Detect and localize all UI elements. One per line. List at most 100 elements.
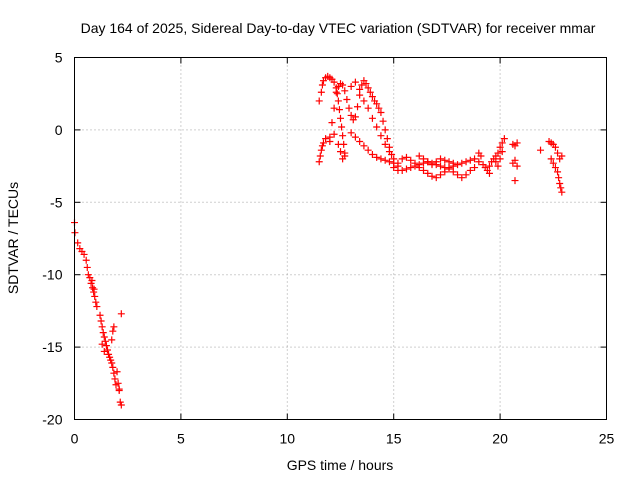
x-tick-label: 0 <box>71 431 79 447</box>
data-point <box>356 85 364 93</box>
data-point <box>337 114 344 122</box>
x-tick-label: 5 <box>177 431 185 447</box>
data-point <box>419 155 427 163</box>
data-point <box>471 164 479 172</box>
data-point <box>441 168 449 176</box>
data-point <box>360 97 368 105</box>
y-tick-labels: -20 -15 -10 -5 0 5 <box>42 50 62 428</box>
data-point <box>373 123 381 131</box>
data-point <box>345 104 353 112</box>
data-point <box>485 162 493 170</box>
data-point <box>373 100 381 108</box>
data-point <box>339 81 347 89</box>
data-point <box>114 379 122 387</box>
data-point <box>109 327 117 335</box>
data-point <box>318 81 326 89</box>
data-point <box>330 130 338 138</box>
data-point <box>390 164 398 172</box>
data-point <box>449 168 457 176</box>
y-tick-label: -15 <box>42 339 62 355</box>
data-point <box>74 239 82 247</box>
data-point <box>428 161 436 169</box>
data-point <box>411 159 419 167</box>
data-point <box>407 164 415 172</box>
data-point <box>500 135 508 143</box>
data-point <box>377 132 385 140</box>
data-point <box>511 156 519 164</box>
data-point <box>110 323 118 331</box>
data-point <box>334 140 342 148</box>
data-point <box>368 93 376 101</box>
data-point <box>111 375 119 383</box>
data-point <box>330 78 338 86</box>
data-point <box>402 153 410 161</box>
data-point <box>347 111 355 119</box>
data-point <box>117 401 125 409</box>
x-tick-labels: 0 5 10 15 20 25 <box>71 431 615 447</box>
data-point <box>513 162 521 170</box>
data-point <box>326 137 334 145</box>
data-point <box>485 169 493 177</box>
y-axis-title: SDTVAR / TECUs <box>5 182 21 294</box>
y-tick-label: -10 <box>42 267 62 283</box>
data-point <box>432 158 440 166</box>
data-point <box>381 156 389 164</box>
data-point <box>351 133 359 141</box>
data-point <box>315 97 323 105</box>
data-point <box>466 166 474 174</box>
x-axis-title: GPS time / hours <box>287 457 394 473</box>
data-point <box>347 82 355 90</box>
data-point <box>454 171 462 179</box>
data-point <box>381 126 389 134</box>
data-point <box>492 158 500 166</box>
data-point <box>102 342 110 350</box>
data-point <box>364 84 372 92</box>
data-point <box>377 109 385 117</box>
x-tick-label: 20 <box>492 431 508 447</box>
grid-layer <box>74 57 607 420</box>
data-point <box>317 146 325 154</box>
data-point <box>445 165 453 173</box>
data-point <box>555 174 563 182</box>
data-point <box>494 149 502 157</box>
data-point <box>98 340 106 348</box>
data-point <box>366 88 374 96</box>
data-point <box>381 140 389 148</box>
data-point <box>356 137 364 145</box>
data-point <box>99 329 107 337</box>
data-point <box>513 139 521 147</box>
x-tick-label: 10 <box>280 431 296 447</box>
data-points <box>71 72 566 409</box>
data-point <box>432 174 440 182</box>
ticks-layer <box>74 57 607 420</box>
data-point <box>354 103 362 111</box>
data-point <box>551 164 559 172</box>
y-tick-label: -5 <box>50 194 63 210</box>
plot-frame <box>74 57 607 420</box>
data-point <box>385 148 393 156</box>
data-point <box>317 88 325 96</box>
data-point <box>96 311 104 319</box>
data-point <box>115 385 123 393</box>
data-point <box>383 135 391 143</box>
data-point <box>368 151 376 159</box>
x-tick-label: 15 <box>386 431 402 447</box>
data-point <box>98 323 106 331</box>
data-point <box>466 156 474 164</box>
data-point <box>498 148 506 156</box>
data-point <box>496 155 504 163</box>
data-point <box>100 347 108 355</box>
data-point <box>93 303 101 311</box>
data-point <box>557 184 565 192</box>
data-point <box>316 152 324 160</box>
data-point <box>92 298 100 306</box>
data-point <box>328 119 336 127</box>
data-point <box>90 285 98 293</box>
data-point <box>341 152 349 160</box>
data-point <box>341 87 349 95</box>
data-point <box>339 132 347 140</box>
data-point <box>319 139 327 147</box>
y-tick-label: -20 <box>42 412 62 428</box>
data-point <box>398 155 406 163</box>
